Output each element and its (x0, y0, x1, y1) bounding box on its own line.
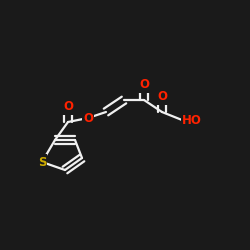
Text: O: O (139, 78, 149, 92)
Text: O: O (157, 90, 167, 104)
Text: O: O (63, 100, 73, 114)
Text: HO: HO (182, 114, 202, 126)
Text: O: O (83, 112, 93, 124)
Text: S: S (38, 156, 46, 168)
